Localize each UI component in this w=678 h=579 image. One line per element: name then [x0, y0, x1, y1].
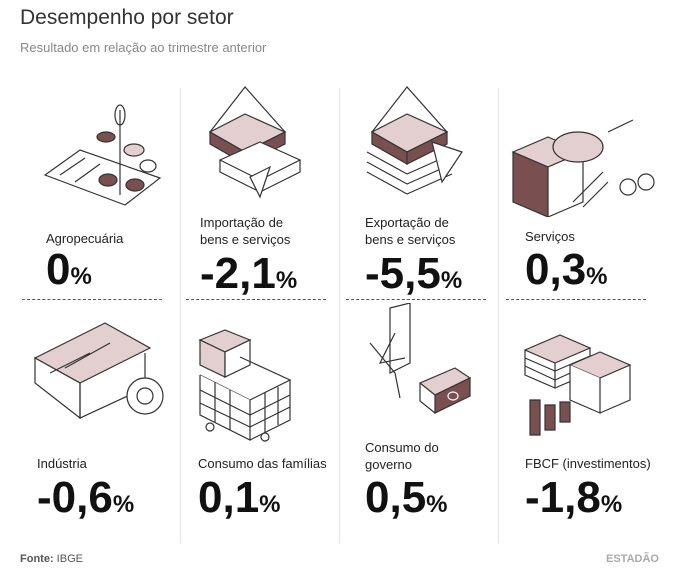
value-unit: %: [275, 267, 298, 294]
sector-value: -5,5%: [365, 249, 462, 299]
value-unit: %: [70, 263, 92, 290]
separator: [346, 299, 486, 300]
separator: [22, 299, 162, 300]
sector-label: Indústria: [37, 455, 87, 472]
sector-label: Importação de bens e serviços: [200, 214, 290, 248]
label-line: Consumo do: [365, 440, 439, 455]
source-value: IBGE: [56, 553, 83, 565]
icon-investments: [523, 334, 632, 436]
sector-label: Consumo das famílias: [198, 455, 327, 472]
source: Fonte: IBGE: [20, 553, 83, 565]
label-line: Agropecuária: [46, 231, 124, 246]
divider: [498, 88, 499, 543]
value-number: -5,5: [365, 249, 441, 298]
icon-export: [366, 86, 463, 195]
sector-value: 0,1%: [198, 473, 281, 523]
sector-value: -1,8%: [525, 473, 622, 523]
sector-label: Consumo do governo: [365, 439, 439, 473]
icon-government: [369, 303, 472, 414]
divider: [339, 88, 340, 543]
label-line: FBCF (investimentos): [525, 456, 651, 471]
label-line: bens e serviços: [200, 232, 291, 247]
label-line: Exportação de: [365, 215, 449, 230]
separator: [186, 299, 326, 300]
sector-value: 0,5%: [365, 473, 448, 523]
sector-label: Agropecuária: [46, 230, 123, 247]
sector-value: -2,1%: [200, 249, 297, 299]
sector-value: -0,6%: [37, 473, 134, 523]
value-unit: %: [112, 491, 135, 518]
value-unit: %: [586, 263, 608, 290]
sector-label: Exportação de bens e serviços: [365, 214, 455, 248]
value-unit: %: [440, 267, 463, 294]
icon-agriculture: [43, 104, 162, 206]
value-number: 0,3: [525, 245, 587, 294]
separator: [506, 299, 646, 300]
value-number: -1,8: [525, 473, 601, 522]
value-unit: %: [600, 491, 623, 518]
source-label: Fonte:: [20, 553, 54, 565]
sector-label: FBCF (investimentos): [525, 455, 651, 472]
icon-industry: [33, 322, 164, 420]
label-line: governo: [365, 457, 412, 472]
sector-value: 0%: [46, 245, 92, 295]
value-unit: %: [426, 491, 448, 518]
icon-families: [198, 329, 292, 442]
sector-value: 0,3%: [525, 245, 608, 295]
value-unit: %: [259, 491, 281, 518]
value-number: 0,1: [198, 473, 260, 522]
label-line: Indústria: [37, 456, 87, 471]
value-number: -2,1: [200, 249, 276, 298]
icon-import: [208, 86, 302, 199]
value-number: -0,6: [37, 473, 113, 522]
title: Desempenho por setor: [20, 6, 234, 29]
value-number: 0: [46, 245, 71, 294]
subtitle: Resultado em relação ao trimestre anteri…: [20, 40, 267, 55]
label-line: Consumo das famílias: [198, 456, 327, 471]
label-line: bens e serviços: [365, 232, 456, 247]
value-number: 0,5: [365, 473, 427, 522]
label-line: Importação de: [200, 215, 284, 230]
sector-label: Serviços: [525, 228, 575, 245]
brand-logo: ESTADÃO: [606, 553, 659, 565]
icon-services: [511, 119, 655, 217]
label-line: Serviços: [525, 229, 575, 244]
divider: [180, 88, 181, 543]
